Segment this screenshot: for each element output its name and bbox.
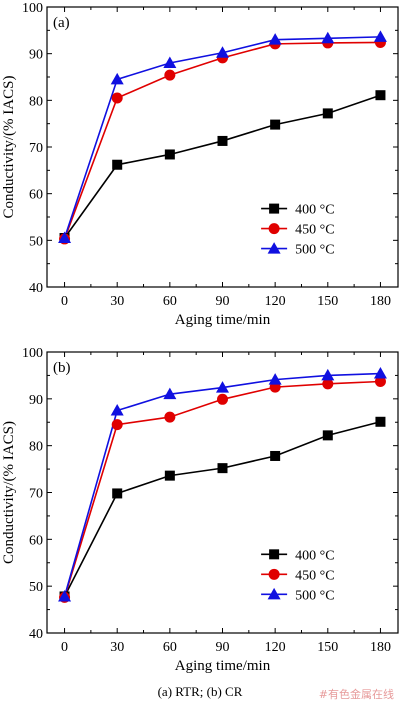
data-point-0-2	[164, 149, 175, 160]
y-tick-label: 90	[29, 48, 43, 63]
data-point-1-1	[111, 419, 123, 431]
y-tick-label: 50	[29, 234, 43, 249]
data-point-0-3	[217, 135, 228, 146]
chart-panel-b: 40 50 60 70 80 90 100 0 30 60 90 120 150 180 Aging tim…	[1, 346, 399, 674]
legend-marker-0	[269, 549, 280, 560]
x-tick-label: 150	[317, 640, 338, 655]
data-point-2-2	[163, 387, 177, 400]
legend-label-2: 500 °C	[295, 243, 334, 258]
y-tick-label: 60	[29, 533, 43, 548]
legend-marker-1	[268, 223, 280, 235]
x-tick-label: 180	[370, 294, 391, 309]
legend-label-1: 450 °C	[295, 568, 334, 583]
data-point-0-5	[322, 430, 333, 441]
data-point-2-5	[321, 368, 335, 381]
data-point-0-6	[375, 90, 386, 101]
y-tick-label: 80	[29, 440, 43, 455]
x-tick-label: 0	[61, 294, 68, 309]
data-point-2-1	[110, 404, 124, 416]
data-point-2-3	[216, 46, 229, 58]
data-point-2-0	[58, 231, 72, 243]
legend-marker-0	[269, 203, 280, 214]
x-tick-label: 30	[110, 640, 124, 655]
legend-label-1: 450 °C	[295, 223, 334, 238]
data-point-0-6	[375, 416, 386, 427]
chart-panel-a: 40 50 60 70 80 90 100 0 30 60 90 120 150 180 Aging tim…	[1, 1, 399, 328]
x-tick-label: 90	[216, 294, 230, 309]
watermark: #有色金属在线	[318, 688, 394, 701]
legend-label-0: 400 °C	[295, 203, 334, 218]
data-point-0-4	[270, 119, 281, 130]
data-point-2-5	[321, 31, 335, 44]
x-tick-label: 60	[163, 640, 177, 655]
data-point-1-3	[217, 393, 228, 405]
panel-label: (b)	[53, 360, 71, 376]
y-tick-label: 40	[29, 627, 43, 642]
x-tick-label: 0	[61, 640, 68, 655]
y-tick-label: 90	[29, 393, 43, 408]
y-axis-label: Conductivity/(% IACS)	[1, 76, 17, 219]
figure-caption: (a) RTR; (b) CR	[157, 684, 243, 699]
data-point-2-1	[110, 72, 124, 85]
data-point-2-4	[268, 33, 282, 45]
legend-label-2: 500 °C	[295, 588, 334, 603]
legend-label-0: 400 °C	[295, 548, 334, 563]
x-tick-label: 120	[265, 640, 286, 655]
x-axis-label: Aging time/min	[175, 312, 271, 328]
data-point-2-4	[268, 373, 282, 385]
data-point-1-1	[111, 92, 123, 104]
panel-label: (a)	[53, 15, 70, 31]
y-tick-label: 40	[29, 281, 43, 296]
data-point-0-3	[217, 463, 228, 474]
x-tick-label: 120	[265, 294, 286, 309]
data-point-0-4	[270, 450, 281, 461]
legend-marker-2	[267, 242, 281, 254]
x-tick-label: 30	[110, 294, 124, 309]
y-tick-label: 100	[22, 346, 43, 361]
y-tick-label: 70	[29, 487, 43, 502]
data-point-2-3	[216, 381, 229, 393]
y-tick-label: 100	[22, 1, 43, 16]
x-tick-label: 90	[216, 640, 230, 655]
data-point-2-0	[58, 589, 72, 602]
data-point-1-2	[164, 69, 176, 81]
data-point-0-5	[322, 108, 333, 119]
data-point-0-1	[112, 488, 123, 499]
data-point-0-2	[164, 470, 175, 481]
y-tick-label: 80	[29, 94, 43, 109]
data-point-0-1	[112, 159, 123, 170]
y-tick-label: 70	[29, 141, 43, 156]
x-axis-label: Aging time/min	[175, 658, 271, 674]
data-point-2-6	[373, 30, 387, 42]
data-point-2-6	[373, 367, 387, 379]
y-tick-label: 50	[29, 580, 43, 595]
legend-marker-1	[268, 568, 280, 580]
y-tick-label: 60	[29, 188, 43, 203]
x-tick-label: 180	[370, 640, 391, 655]
x-tick-label: 60	[163, 294, 177, 309]
legend-marker-2	[267, 587, 281, 600]
data-point-1-2	[164, 411, 176, 423]
data-point-1-6	[374, 376, 386, 388]
data-point-2-2	[163, 56, 177, 68]
data-point-1-5	[322, 378, 334, 390]
y-axis-label: Conductivity/(% IACS)	[1, 421, 17, 564]
x-tick-label: 150	[317, 294, 338, 309]
